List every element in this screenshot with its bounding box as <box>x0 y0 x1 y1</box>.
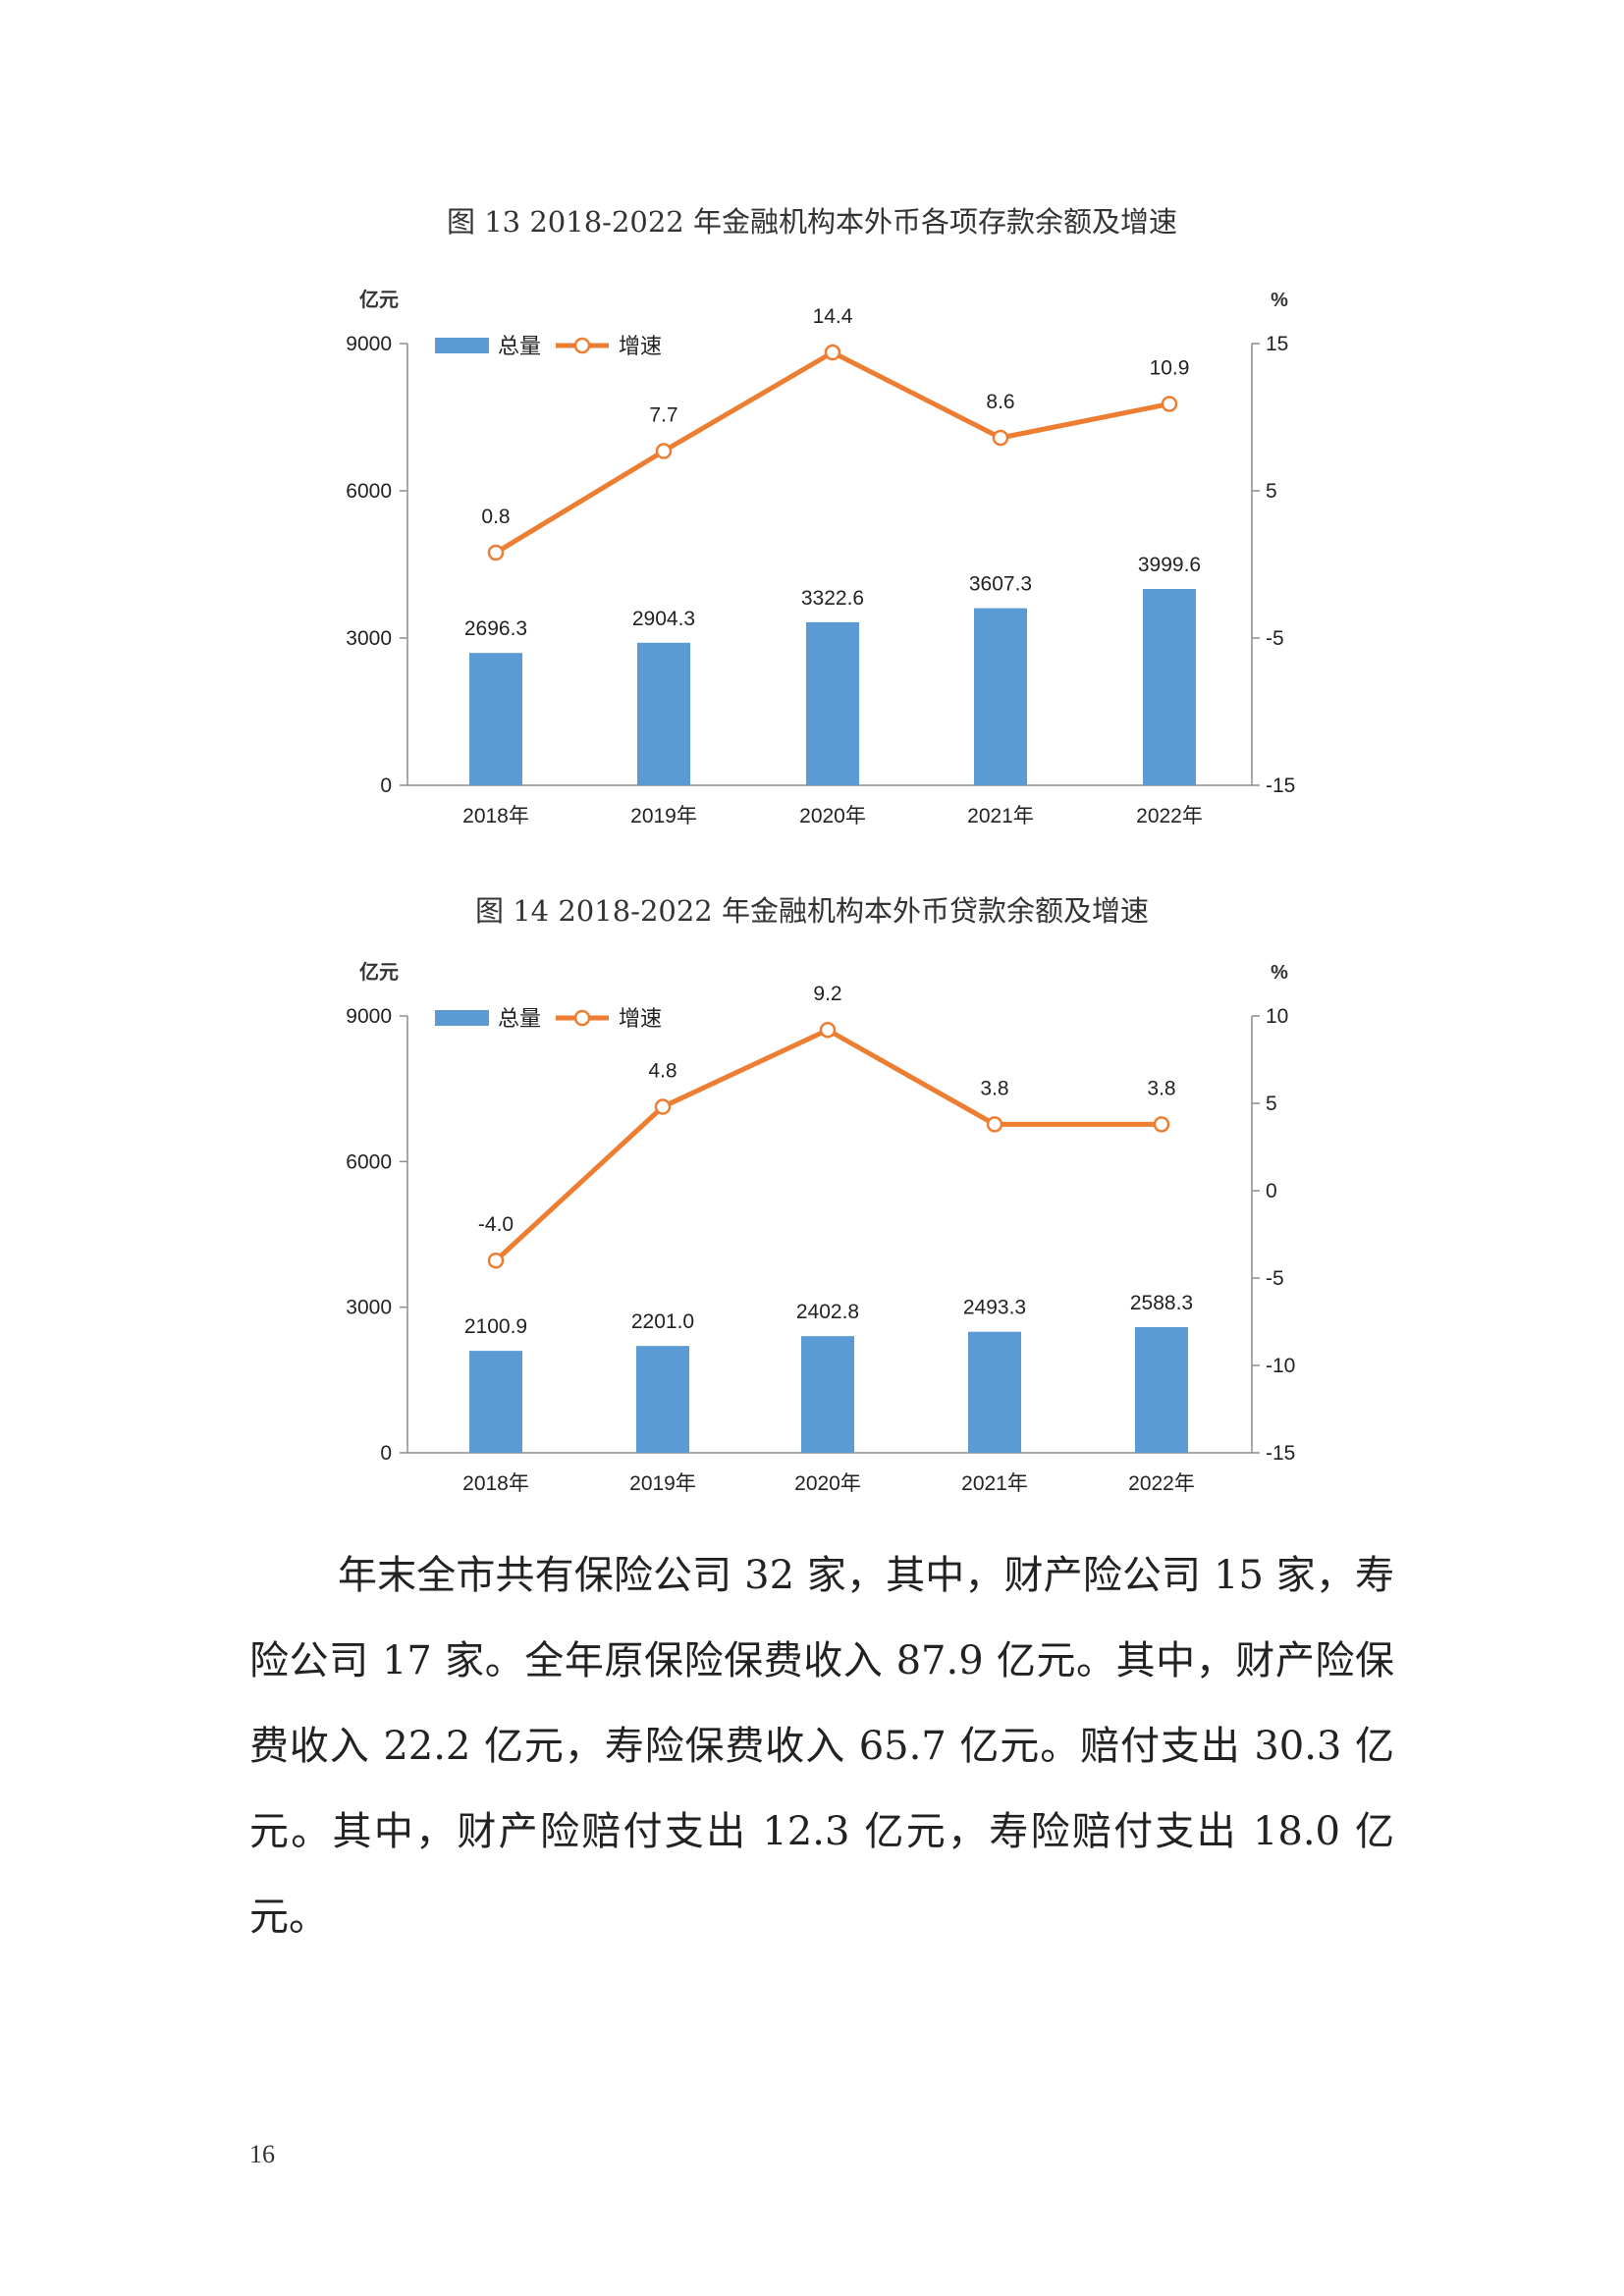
legend-bar-label: 总量 <box>498 334 541 358</box>
x-tick-label: 2019年 <box>630 805 697 828</box>
left-tick-label: 9000 <box>346 333 392 355</box>
left-tick-label: 0 <box>380 1442 392 1465</box>
insurance-paragraph: 年末全市共有保险公司 32 家，其中，财产险公司 15 家，寿险公司 17 家。… <box>249 1553 1394 1940</box>
legend-line-label: 增速 <box>619 1006 662 1031</box>
figure-13-chart: 亿元% 0 3000 6000 9000 -15 -5 5 15 2696.3 2904.3 3322… <box>0 275 1624 844</box>
growth-data-label: 4.8 <box>648 1060 677 1083</box>
left-tick-label: 3000 <box>346 627 392 650</box>
bar-total-2021年 <box>968 1331 1021 1453</box>
x-tick-label: 2018年 <box>462 1472 529 1495</box>
growth-series-line <box>494 349 1170 556</box>
growth-data-label: 7.7 <box>649 404 677 427</box>
left-tick-label: 6000 <box>346 1150 392 1173</box>
right-tick-label: 10 <box>1266 1005 1288 1028</box>
right-tick-label: 0 <box>1266 1180 1277 1202</box>
x-tick-label: 2021年 <box>961 1472 1028 1495</box>
growth-point-2018年 <box>487 1252 505 1269</box>
growth-point-2022年 <box>1153 1116 1170 1133</box>
growth-point-2022年 <box>1161 396 1178 412</box>
growth-point-2020年 <box>819 1021 837 1039</box>
loan-chart-svg: 亿元 % 0 3000 6000 9000 -15 -10 -5 0 5 10 2100.9 2201.0… <box>346 960 1295 1495</box>
growth-data-label: 10.9 <box>1150 357 1190 380</box>
x-tick-label: 2021年 <box>967 805 1034 828</box>
bar-total-2022年 <box>1135 1327 1188 1453</box>
right-tick-label: -5 <box>1266 627 1284 650</box>
bar-data-label: 2696.3 <box>464 617 527 640</box>
page-number: 16 <box>249 2140 275 2168</box>
x-tick-label: 2019年 <box>629 1472 696 1495</box>
bar-data-label: 3607.3 <box>969 573 1032 596</box>
legend-line-label: 增速 <box>619 334 662 358</box>
right-axis-unit: % <box>1271 962 1288 984</box>
growth-series-line <box>494 1027 1162 1263</box>
growth-data-label: 3.8 <box>1147 1077 1175 1099</box>
legend-bar-swatch <box>435 1010 489 1026</box>
right-tick-label: -15 <box>1266 1442 1295 1465</box>
right-tick-label: -5 <box>1266 1267 1284 1290</box>
bar-total-2022年 <box>1143 589 1196 785</box>
bar-data-label: 2588.3 <box>1130 1292 1193 1314</box>
left-tick-label: 6000 <box>346 480 392 503</box>
growth-data-label: 0.8 <box>481 506 510 528</box>
growth-data-label: 8.6 <box>986 391 1014 413</box>
right-tick-label: 5 <box>1266 480 1277 503</box>
growth-point-2019年 <box>655 443 673 459</box>
bar-total-2019年 <box>637 642 690 785</box>
figure-13-caption: 图 13 2018-2022 年金融机构本外币各项存款余额及增速 <box>447 205 1177 239</box>
deposit-chart-svg: 亿元 % 0 3000 6000 9000 -15 -5 5 15 2696.3 2904.3 3322… <box>346 288 1295 828</box>
bar-data-label: 2493.3 <box>963 1297 1026 1319</box>
bar-data-label: 2904.3 <box>632 608 695 630</box>
bar-data-label: 3999.6 <box>1138 554 1201 576</box>
legend-bar-swatch <box>435 338 489 353</box>
bar-total-2019年 <box>636 1346 689 1453</box>
left-axis-unit: 亿元 <box>359 960 399 984</box>
bar-data-label: 3322.6 <box>801 587 864 610</box>
bar-data-label: 2402.8 <box>796 1301 859 1323</box>
figure-14-caption: 图 14 2018-2022 年金融机构本外币贷款余额及增速 <box>475 894 1149 928</box>
right-tick-label: -10 <box>1266 1355 1295 1377</box>
bar-total-2020年 <box>806 621 859 785</box>
growth-point-2018年 <box>487 544 505 561</box>
bar-total-2018年 <box>469 1351 522 1453</box>
right-tick-label: 5 <box>1266 1093 1277 1115</box>
bar-data-label: 2100.9 <box>464 1315 527 1338</box>
left-tick-label: 3000 <box>346 1297 392 1319</box>
x-tick-label: 2020年 <box>794 1472 861 1495</box>
figure-14-chart: 亿元% 0 3000 6000 9000 -15 -10 -5 0 5 10 2100.9 2201.0… <box>0 957 1624 1526</box>
right-axis-unit: % <box>1271 290 1288 311</box>
bar-data-label: 2201.0 <box>631 1310 694 1333</box>
growth-data-label: 9.2 <box>813 983 841 1005</box>
left-tick-label: 9000 <box>346 1005 392 1028</box>
left-tick-label: 0 <box>380 774 392 797</box>
x-tick-label: 2022年 <box>1128 1472 1195 1495</box>
legend-bar-label: 总量 <box>498 1006 541 1031</box>
right-tick-label: 15 <box>1266 333 1288 355</box>
legend-line-marker <box>573 1009 591 1027</box>
left-axis-unit: 亿元 <box>359 288 399 311</box>
bar-total-2020年 <box>801 1336 854 1453</box>
x-tick-label: 2018年 <box>462 805 529 828</box>
growth-point-2021年 <box>986 1116 1003 1133</box>
x-tick-label: 2022年 <box>1136 805 1203 828</box>
right-tick-label: -15 <box>1266 774 1295 797</box>
growth-data-label: 3.8 <box>980 1077 1008 1099</box>
growth-point-2021年 <box>992 429 1009 447</box>
growth-data-label: 14.4 <box>813 305 853 328</box>
bar-total-2021年 <box>974 608 1027 785</box>
x-tick-label: 2020年 <box>799 805 866 828</box>
legend-line-marker <box>573 337 591 354</box>
growth-data-label: -4.0 <box>478 1213 514 1236</box>
growth-point-2019年 <box>654 1098 672 1115</box>
bar-total-2018年 <box>469 653 522 785</box>
growth-point-2020年 <box>824 344 841 361</box>
